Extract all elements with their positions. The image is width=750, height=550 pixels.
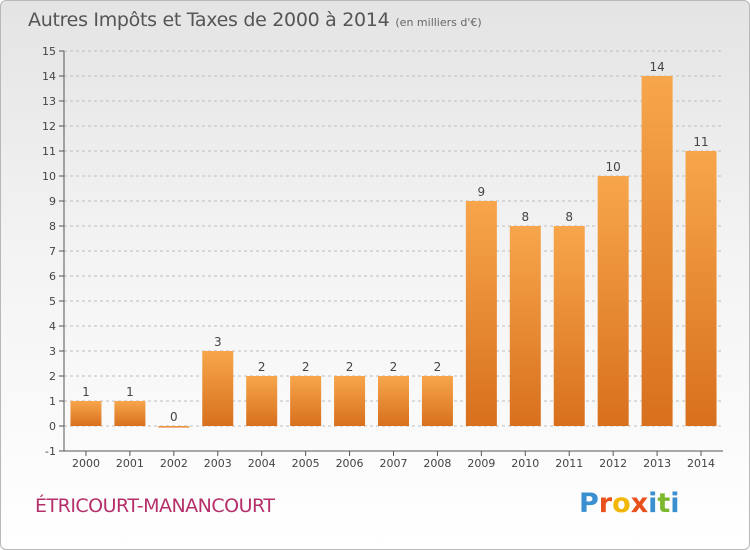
bar bbox=[597, 176, 629, 426]
bar bbox=[465, 201, 497, 426]
y-tick-label: 4 bbox=[49, 320, 56, 333]
bar-value-label: 1 bbox=[126, 385, 134, 399]
bar-value-label: 1 bbox=[82, 385, 90, 399]
y-tick-label: 14 bbox=[42, 70, 56, 83]
bar-value-label: 8 bbox=[565, 210, 573, 224]
x-tick-label: 2001 bbox=[116, 457, 144, 470]
logo-letter: o bbox=[612, 488, 631, 519]
x-tick-label: 2000 bbox=[72, 457, 100, 470]
x-tick-label: 2002 bbox=[160, 457, 188, 470]
y-tick-label: 11 bbox=[42, 145, 56, 158]
bar bbox=[685, 151, 717, 426]
logo-letter: i bbox=[670, 488, 680, 519]
x-tick-label: 2011 bbox=[555, 457, 583, 470]
logo-letter: r bbox=[598, 488, 613, 519]
x-tick-label: 2008 bbox=[423, 457, 451, 470]
bar-value-label: 2 bbox=[434, 360, 442, 374]
bar-value-label: 14 bbox=[649, 60, 664, 74]
bar-value-label: 0 bbox=[170, 410, 178, 424]
bar bbox=[421, 376, 453, 426]
x-tick-label: 2010 bbox=[511, 457, 539, 470]
chart-title-text: Autres Impôts et Taxes de 2000 à 2014 bbox=[28, 9, 390, 31]
bar-value-label: 10 bbox=[606, 160, 621, 174]
y-tick-label: 12 bbox=[42, 120, 56, 133]
chart-title: Autres Impôts et Taxes de 2000 à 2014 (en… bbox=[28, 9, 482, 31]
x-tick-label: 2007 bbox=[380, 457, 408, 470]
y-tick-label: 5 bbox=[49, 295, 56, 308]
x-tick-label: 2012 bbox=[599, 457, 627, 470]
y-tick-label: 15 bbox=[42, 45, 56, 58]
logo-letter: t bbox=[657, 488, 671, 519]
y-tick-label: 1 bbox=[49, 395, 56, 408]
x-tick-label: 2004 bbox=[248, 457, 276, 470]
proxiti-logo: Proxiti bbox=[579, 488, 680, 519]
x-tick-label: 2003 bbox=[204, 457, 232, 470]
y-tick-label: 3 bbox=[49, 345, 56, 358]
y-tick-label: 2 bbox=[49, 370, 56, 383]
bar bbox=[202, 351, 234, 426]
x-tick-label: 2013 bbox=[643, 457, 671, 470]
bar-value-label: 11 bbox=[693, 135, 708, 149]
logo-letter: P bbox=[579, 488, 599, 519]
x-tick-label: 2005 bbox=[292, 457, 320, 470]
bar bbox=[378, 376, 409, 426]
bar-value-label: 2 bbox=[258, 360, 266, 374]
logo-letter: x bbox=[630, 488, 649, 519]
y-tick-label: 6 bbox=[49, 270, 56, 283]
bar-value-label: 2 bbox=[302, 360, 310, 374]
bar bbox=[114, 401, 146, 426]
bar-value-label: 9 bbox=[478, 185, 486, 199]
x-tick-label: 2014 bbox=[687, 457, 715, 470]
y-tick-label: 10 bbox=[42, 170, 56, 183]
bar bbox=[334, 376, 366, 426]
bar-value-label: 3 bbox=[214, 335, 222, 349]
bar-value-label: 2 bbox=[346, 360, 354, 374]
bar bbox=[553, 226, 585, 426]
chart-unit-label: (en milliers d'€) bbox=[395, 16, 482, 29]
bar bbox=[158, 426, 190, 428]
y-tick-label: 13 bbox=[42, 95, 56, 108]
y-tick-label: -1 bbox=[45, 445, 56, 458]
y-tick-label: 0 bbox=[49, 420, 56, 433]
bar-value-label: 8 bbox=[521, 210, 529, 224]
x-tick-label: 2006 bbox=[336, 457, 364, 470]
bar-value-label: 2 bbox=[390, 360, 398, 374]
bar bbox=[509, 226, 541, 426]
y-tick-label: 9 bbox=[49, 195, 56, 208]
bar bbox=[246, 376, 278, 426]
bar bbox=[641, 76, 673, 426]
bar bbox=[70, 401, 102, 426]
y-tick-label: 7 bbox=[49, 245, 56, 258]
commune-name: ÉTRICOURT-MANANCOURT bbox=[35, 495, 275, 517]
logo-letter: i bbox=[648, 488, 658, 519]
x-tick-label: 2009 bbox=[467, 457, 495, 470]
y-tick-label: 8 bbox=[49, 220, 56, 233]
bar bbox=[290, 376, 322, 426]
